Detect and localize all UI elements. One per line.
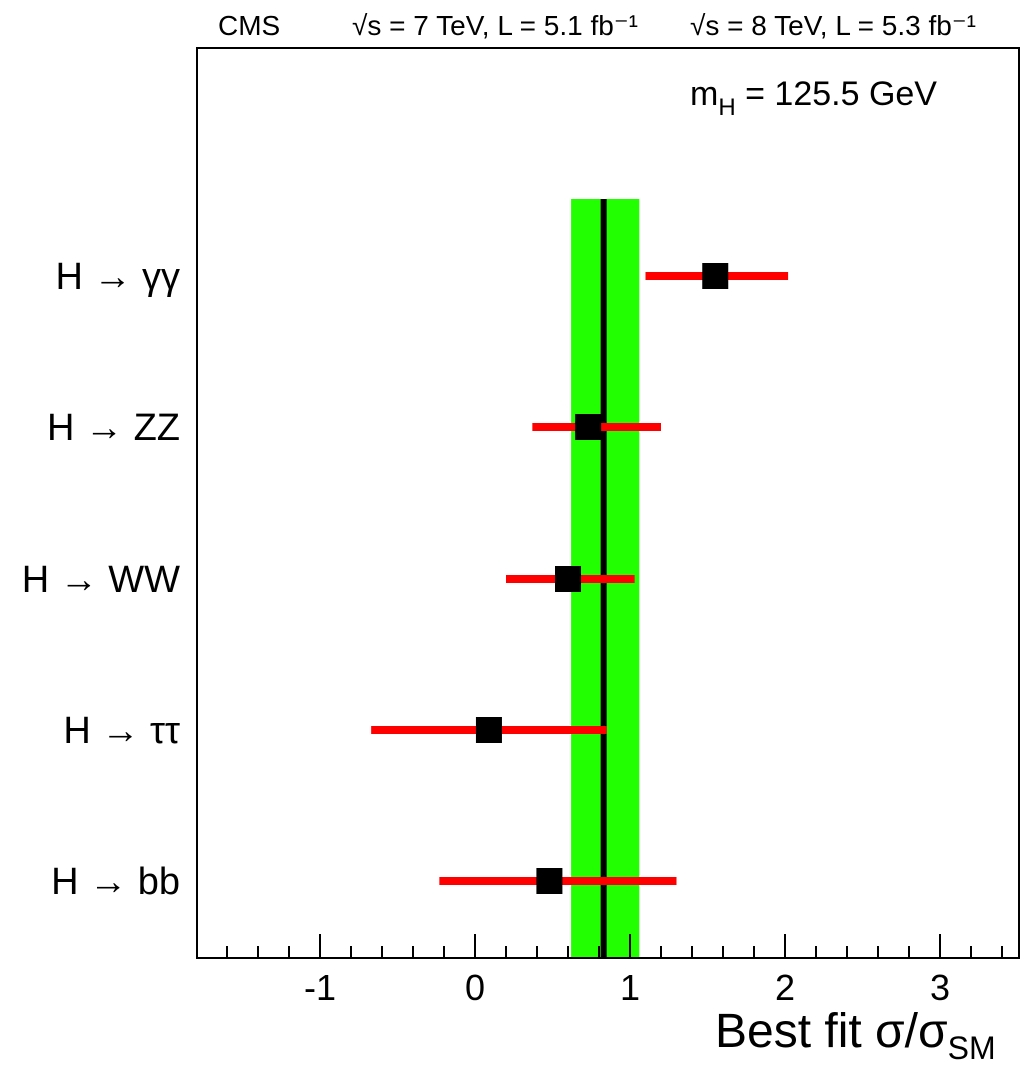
data-point-marker [555, 566, 581, 592]
data-point-marker [702, 263, 729, 289]
x-tick-label: 3 [930, 967, 950, 1008]
x-tick-label: 0 [465, 967, 485, 1008]
x-axis-label-subscript: SM [948, 1030, 996, 1066]
x-axis-label: Best fit σ/σSM [715, 1005, 996, 1066]
mass-symbol: m [690, 75, 718, 113]
mass-annotation: mH = 125.5 GeV [690, 75, 937, 121]
experiment-label: CMS [218, 10, 280, 41]
lumi-8tev-label: √s = 8 TeV, L = 5.3 fb⁻¹ [690, 10, 976, 41]
data-point-marker [536, 868, 563, 894]
x-axis-ticks: -1 0 1 2 3 [226, 934, 1003, 1008]
plot-frame [196, 47, 1020, 959]
mass-subscript: H [718, 94, 735, 121]
category-label: H → ττ [63, 710, 180, 752]
category-label: H → WW [22, 559, 180, 601]
data-point-marker [575, 414, 602, 440]
x-tick-label: 1 [620, 967, 640, 1008]
category-label: H → bb [51, 861, 180, 903]
x-tick-label: 2 [775, 967, 795, 1008]
category-label: H → ZZ [47, 407, 180, 449]
data-marks: H → γγ H → ZZ H → WW H → ττ H → bb [22, 256, 789, 903]
x-tick-label: -1 [304, 967, 336, 1008]
mass-value: = 125.5 GeV [736, 75, 938, 113]
data-point-marker [475, 717, 502, 743]
category-label: H → γγ [55, 256, 180, 298]
x-axis-label-main: Best fit σ/σ [715, 1005, 948, 1058]
lumi-7tev-label: √s = 7 TeV, L = 5.1 fb⁻¹ [352, 10, 638, 41]
